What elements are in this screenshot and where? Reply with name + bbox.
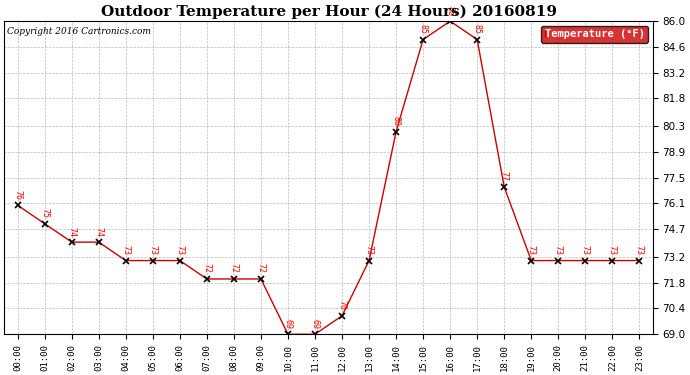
Text: 69: 69 (284, 319, 293, 328)
Text: 69: 69 (310, 319, 319, 328)
Text: 72: 72 (202, 263, 211, 273)
Text: 70: 70 (337, 300, 346, 310)
Text: 86: 86 (446, 6, 455, 15)
Text: 72: 72 (257, 263, 266, 273)
Text: 74: 74 (95, 226, 103, 237)
Text: 73: 73 (526, 245, 535, 255)
Title: Outdoor Temperature per Hour (24 Hours) 20160819: Outdoor Temperature per Hour (24 Hours) … (101, 4, 557, 18)
Text: 77: 77 (500, 171, 509, 182)
Text: 73: 73 (175, 245, 184, 255)
Text: 73: 73 (121, 245, 130, 255)
Text: 85: 85 (473, 24, 482, 34)
Text: 72: 72 (229, 263, 239, 273)
Text: 75: 75 (40, 208, 49, 218)
Text: 73: 73 (581, 245, 590, 255)
Text: 73: 73 (635, 245, 644, 255)
Text: 85: 85 (419, 24, 428, 34)
Text: 73: 73 (554, 245, 563, 255)
Legend: Temperature (°F): Temperature (°F) (542, 26, 648, 43)
Text: 73: 73 (364, 245, 373, 255)
Text: 73: 73 (148, 245, 157, 255)
Text: 76: 76 (13, 190, 22, 200)
Text: 73: 73 (608, 245, 617, 255)
Text: 80: 80 (392, 116, 401, 126)
Text: 74: 74 (67, 226, 76, 237)
Text: Copyright 2016 Cartronics.com: Copyright 2016 Cartronics.com (8, 27, 151, 36)
